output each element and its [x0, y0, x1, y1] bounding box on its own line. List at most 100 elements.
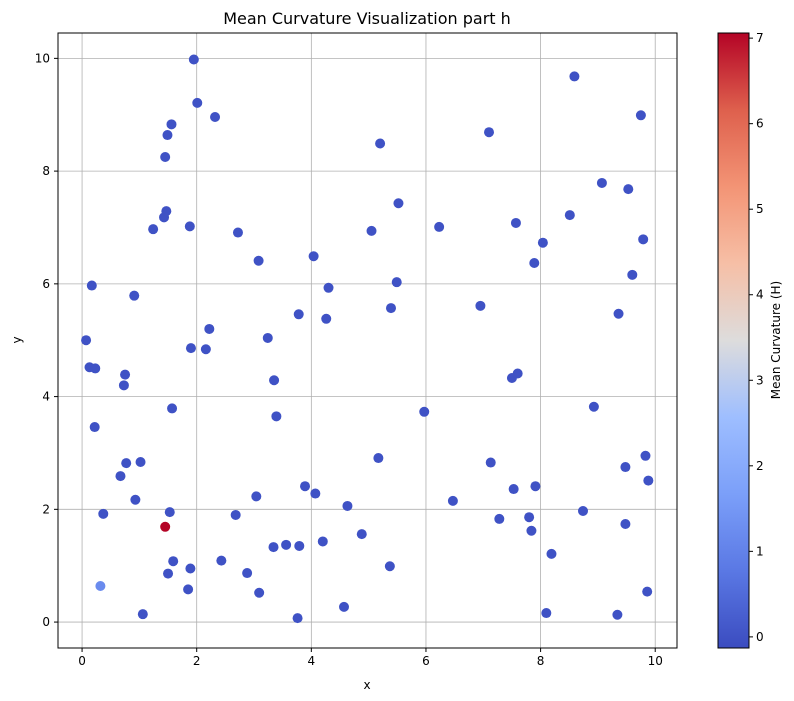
colorbar-tick-label: 2 [756, 459, 764, 473]
grid-lines [58, 33, 677, 648]
data-point [281, 539, 292, 550]
data-point [613, 308, 624, 319]
data-point [232, 227, 243, 238]
y-tick-label: 2 [42, 502, 50, 516]
colorbar-tick-label: 5 [756, 202, 764, 216]
plot-frame [57, 32, 678, 649]
data-point [310, 488, 321, 499]
data-point [419, 406, 430, 417]
data-point [512, 368, 523, 379]
data-point [293, 309, 304, 320]
x-tick-label: 4 [308, 654, 316, 668]
data-point [230, 509, 241, 520]
data-point [129, 290, 140, 301]
data-point [530, 481, 541, 492]
x-tick-label: 2 [193, 654, 201, 668]
data-point [251, 491, 262, 502]
data-point [578, 506, 589, 517]
data-point [160, 152, 171, 163]
chart-title: Mean Curvature Visualization part h [223, 9, 511, 28]
data-point [620, 518, 631, 529]
y-tick-label: 6 [42, 277, 50, 291]
data-point [321, 313, 332, 324]
data-point [118, 380, 129, 391]
colorbar-tick-label: 3 [756, 373, 764, 387]
data-point [86, 280, 97, 291]
data-point [447, 495, 458, 506]
data-point [268, 542, 279, 553]
y-tick-label: 4 [42, 390, 50, 404]
data-point [339, 601, 350, 612]
data-point [391, 277, 402, 288]
data-point [121, 458, 132, 469]
data-point [120, 369, 131, 380]
data-point [160, 521, 171, 532]
data-point [294, 540, 305, 551]
data-point [627, 269, 638, 280]
data-point [623, 184, 634, 195]
data-point [204, 323, 215, 334]
data-point [384, 561, 395, 572]
data-point [184, 221, 195, 232]
data-point [164, 507, 175, 518]
data-point [210, 111, 221, 122]
data-point [564, 210, 575, 221]
data-point [640, 450, 651, 461]
data-point [271, 411, 282, 422]
data-point [373, 453, 384, 464]
data-point [98, 508, 109, 519]
data-point [620, 462, 631, 473]
data-point [385, 303, 396, 314]
data-point [317, 536, 328, 547]
data-point [292, 613, 303, 624]
data-point [308, 251, 319, 262]
data-point [484, 127, 495, 138]
data-point [254, 587, 265, 598]
data-point [185, 563, 196, 574]
y-tick-label: 0 [42, 615, 50, 629]
data-point [510, 217, 521, 228]
data-point [262, 332, 273, 343]
data-point [148, 224, 159, 235]
y-tick-label: 8 [42, 164, 50, 178]
data-point [475, 300, 486, 311]
colorbar-tick-label: 6 [756, 117, 764, 131]
data-point [596, 177, 607, 188]
data-point [188, 54, 199, 65]
data-point [192, 97, 203, 108]
data-point [642, 586, 653, 597]
data-point [524, 512, 535, 523]
data-point [95, 580, 106, 591]
data-points [81, 54, 654, 624]
colorbar-tick-label: 1 [756, 544, 764, 558]
data-point [253, 255, 264, 266]
colorbar [717, 32, 750, 649]
data-point [200, 344, 211, 355]
x-tick-label: 8 [537, 654, 545, 668]
data-point [89, 422, 100, 433]
colorbar-tick-label: 7 [756, 31, 764, 45]
data-point [375, 138, 386, 149]
data-point [635, 110, 646, 121]
data-point [638, 234, 649, 245]
data-point [323, 282, 334, 293]
data-point [137, 609, 148, 620]
data-point [485, 457, 496, 468]
data-point [269, 375, 280, 386]
data-point [546, 548, 557, 559]
x-axis-label: x [363, 678, 370, 692]
data-point [537, 237, 548, 248]
data-point [356, 529, 367, 540]
data-point [130, 494, 141, 505]
data-point [161, 206, 172, 217]
y-tick-label: 10 [35, 51, 50, 65]
data-point [434, 221, 445, 232]
data-point [163, 568, 174, 579]
data-point [300, 481, 311, 492]
data-point [168, 556, 179, 567]
data-point [183, 584, 194, 595]
data-point [115, 471, 126, 482]
data-point [541, 608, 552, 619]
data-point [569, 71, 580, 82]
